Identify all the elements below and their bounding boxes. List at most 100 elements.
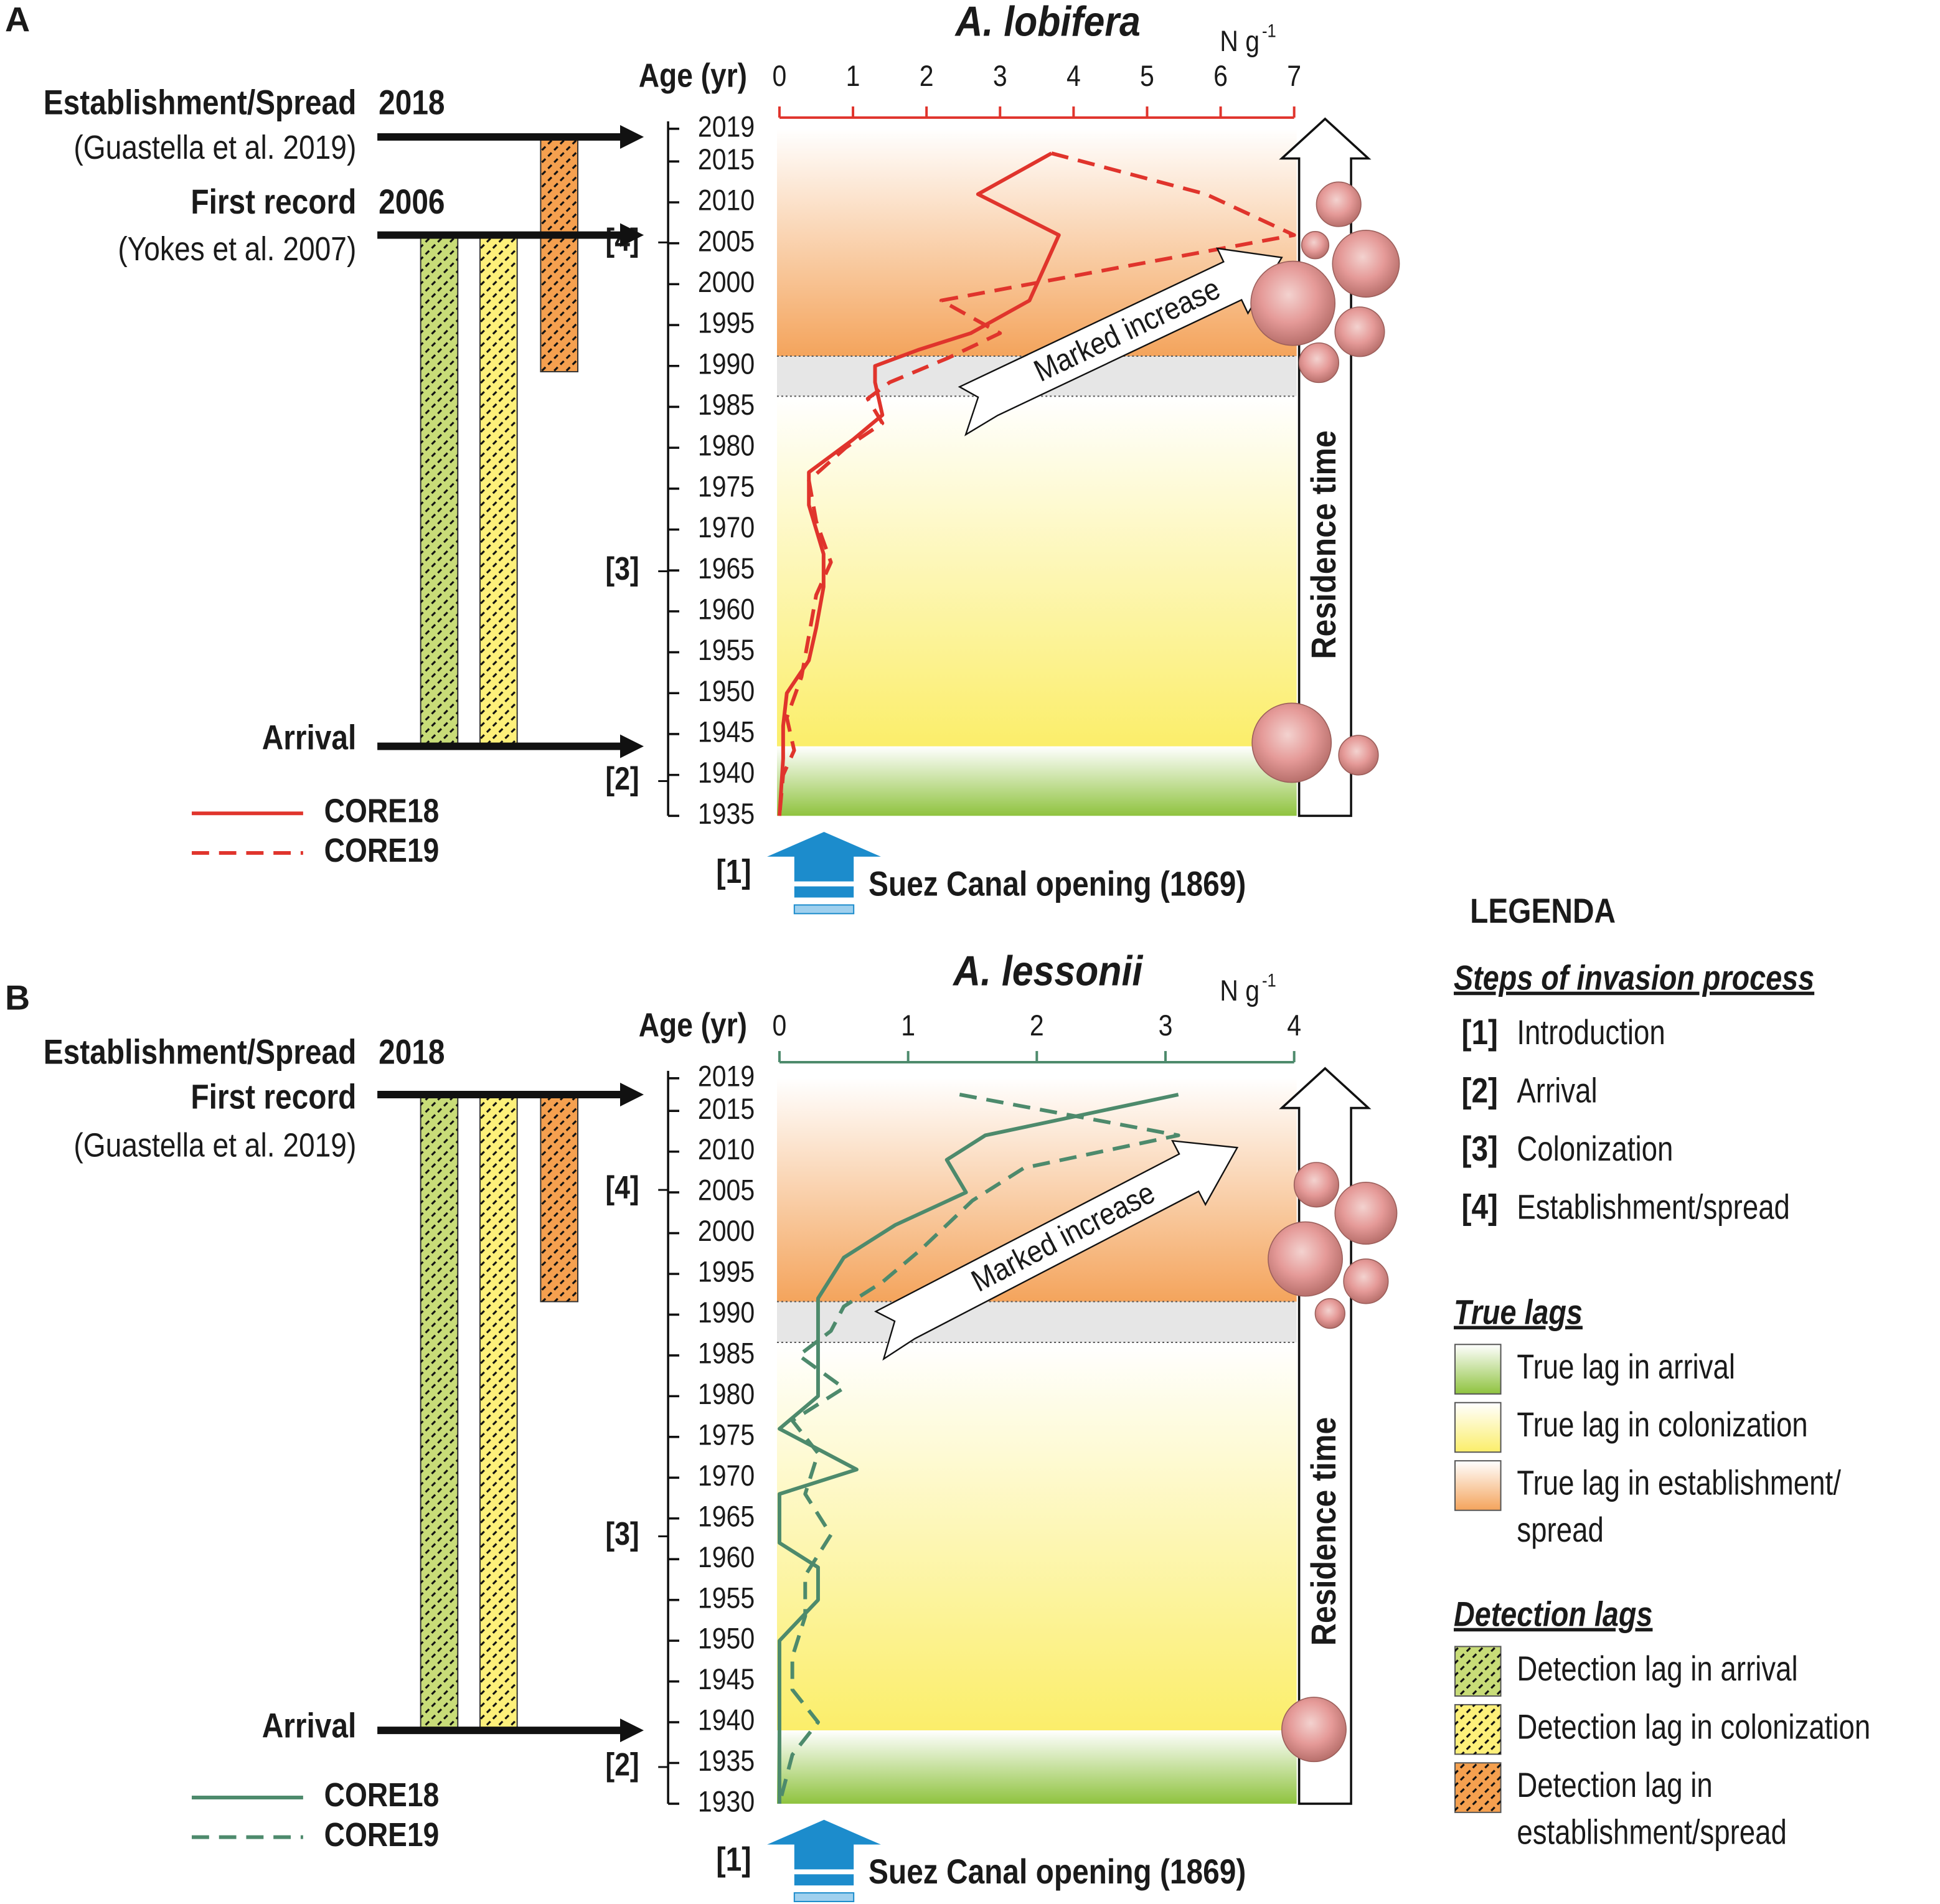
- x-tick-label: 1: [901, 1009, 915, 1042]
- y-tick-label: 1930: [698, 1786, 755, 1819]
- foraminifera-image: [1268, 1221, 1343, 1297]
- y-axis-label: Age (yr): [639, 1006, 747, 1044]
- y-tick-label: 2000: [698, 266, 755, 299]
- introduction-arrow: [767, 1819, 881, 1870]
- foraminifera-image: [1343, 1258, 1389, 1304]
- legend-swatch: [1454, 1402, 1502, 1453]
- y-tick-label: 1970: [698, 511, 755, 544]
- legend-label: CORE19: [324, 1816, 440, 1854]
- legend-text: Detection lag in arrival: [1517, 1649, 1797, 1688]
- x-tick-label: 5: [1140, 60, 1154, 93]
- x-tick-label: 6: [1213, 60, 1228, 93]
- introduction-text: Suez Canal opening (1869): [869, 1853, 1246, 1892]
- chart-title: A. lessonii: [952, 948, 1143, 995]
- event-label: Establishment/Spread: [44, 1033, 357, 1072]
- residence-label: Residence time: [1305, 430, 1344, 659]
- stage-label: [3]: [605, 551, 639, 587]
- y-tick-label: 1995: [698, 307, 755, 340]
- y-tick-label: 1955: [698, 634, 755, 667]
- stage-label: [3]: [605, 1516, 639, 1552]
- data-line: [778, 1093, 1180, 1804]
- y-tick-label: 1955: [698, 1581, 755, 1614]
- event-year: 2018: [379, 1033, 445, 1072]
- y-tick-label: 1965: [698, 552, 755, 585]
- legend-text: establishment/spread: [1517, 1812, 1787, 1851]
- foraminifera-image: [1251, 702, 1332, 783]
- y-tick-label: 1960: [698, 593, 755, 626]
- y-tick-label: 2015: [698, 143, 755, 176]
- foraminifera-image: [1301, 231, 1330, 260]
- event-year: 2018: [379, 83, 445, 122]
- foraminifera-image: [1250, 260, 1336, 346]
- introduction-key: [1]: [716, 1840, 751, 1878]
- panel-label: B: [5, 978, 30, 1017]
- event-label: First record: [191, 182, 356, 221]
- event-label: Establishment/Spread: [44, 83, 357, 122]
- legend-label: CORE18: [324, 792, 440, 829]
- foraminifera-image: [1334, 306, 1385, 357]
- introduction-bar: [793, 904, 855, 915]
- legend-swatch-hatch: [1455, 1646, 1501, 1696]
- x-tick-label: 1: [846, 60, 860, 93]
- y-tick-label: 1950: [698, 1623, 755, 1656]
- y-tick-label: 1985: [698, 1337, 755, 1370]
- event-label: Arrival: [262, 719, 357, 757]
- introduction-arrow: [767, 832, 881, 882]
- event-label: Arrival: [262, 1707, 357, 1745]
- x-tick-label: 7: [1287, 60, 1301, 93]
- data-line: [777, 1093, 1179, 1804]
- lag-bar-hatch: [540, 136, 578, 372]
- legend-label: CORE18: [324, 1776, 440, 1814]
- event-label: First record: [191, 1078, 356, 1116]
- y-tick-label: 1980: [698, 1378, 755, 1411]
- stage-label: [2]: [605, 1747, 639, 1783]
- stage-label: [2]: [605, 761, 639, 797]
- legend-text: Detection lag in: [1517, 1765, 1712, 1804]
- lag-bar-hatch: [540, 1094, 578, 1302]
- y-tick-label: 1995: [698, 1256, 755, 1289]
- x-axis-label: N g: [1220, 974, 1260, 1007]
- y-tick-label: 2015: [698, 1093, 755, 1126]
- gray-band: [776, 1301, 1297, 1342]
- legend-key: [3]: [1461, 1129, 1497, 1168]
- legend-text: Detection lag in colonization: [1517, 1707, 1870, 1746]
- y-tick-label: 1990: [698, 1296, 755, 1329]
- y-tick-label: 1960: [698, 1541, 755, 1574]
- y-tick-label: 2019: [698, 111, 755, 144]
- increase-arrow-shape: [874, 1139, 1239, 1361]
- x-axis-label-sup: -1: [1262, 970, 1276, 991]
- legend-key: [1]: [1461, 1014, 1497, 1052]
- chart-title: A. lobifera: [954, 0, 1141, 45]
- legend-text: True lag in colonization: [1517, 1405, 1807, 1444]
- y-tick-label: 2010: [698, 184, 755, 217]
- x-tick-label: 0: [773, 1009, 787, 1042]
- increase-arrow-shape: [958, 247, 1283, 436]
- foraminifera-image: [1314, 1298, 1345, 1329]
- y-tick-label: 1975: [698, 471, 755, 504]
- stage-label: [4]: [605, 1170, 639, 1206]
- y-tick-label: 1935: [698, 1745, 755, 1778]
- lag-bar-hatch: [420, 235, 458, 747]
- legend-label: CORE19: [324, 832, 440, 869]
- foraminifera-image: [1316, 181, 1362, 227]
- residence-label: Residence time: [1305, 1417, 1344, 1646]
- event-source: (Guastella et al. 2019): [73, 1126, 356, 1164]
- y-tick-label: 1940: [698, 756, 755, 789]
- data-line: [777, 151, 1296, 816]
- stage-band: [776, 746, 1297, 816]
- y-tick-label: 1945: [698, 716, 755, 749]
- legend-text: Introduction: [1517, 1013, 1665, 1052]
- lag-bar-hatch: [480, 1094, 517, 1731]
- y-tick-label: 2005: [698, 225, 755, 258]
- x-tick-label: 3: [1159, 1009, 1173, 1042]
- introduction-text: Suez Canal opening (1869): [869, 865, 1246, 903]
- y-tick-label: 1970: [698, 1459, 755, 1492]
- legend-key: [4]: [1461, 1188, 1497, 1227]
- legend-swatch-hatch: [1455, 1763, 1501, 1812]
- lag-bar-hatch: [420, 1094, 458, 1731]
- x-tick-label: 4: [1287, 1009, 1301, 1042]
- introduction-key: [1]: [716, 853, 751, 890]
